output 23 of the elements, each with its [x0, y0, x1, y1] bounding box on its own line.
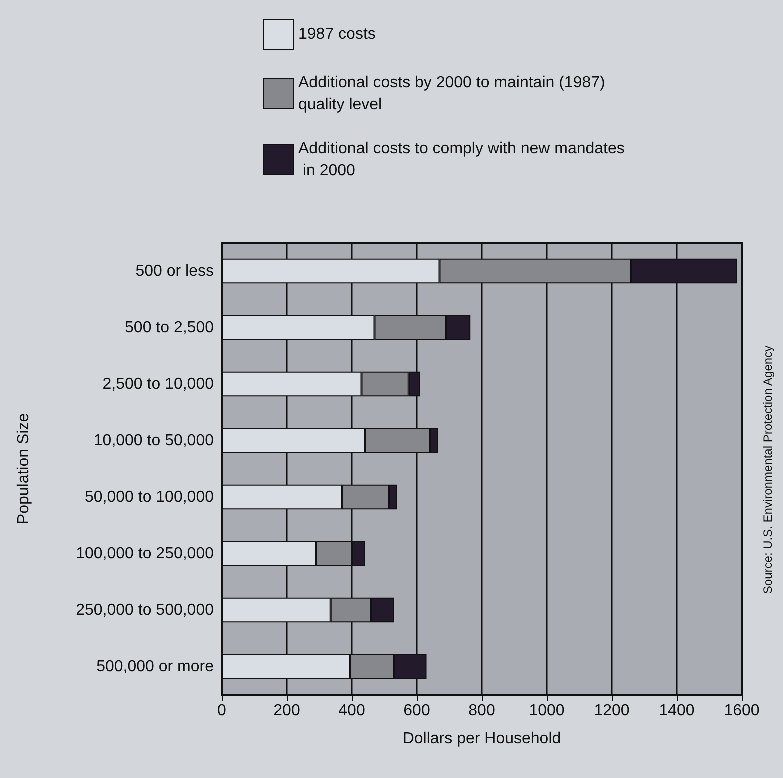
x-tick-label: 1400 — [659, 702, 695, 720]
y-tick-label: 2,500 to 10,000 — [102, 376, 214, 393]
x-tick-label: 600 — [404, 702, 430, 720]
y-tick-label: 500,000 or more — [96, 658, 214, 676]
x-tick-label: 200 — [274, 702, 300, 720]
legend-label: Additional costs by 2000 to maintain (1987) quality level — [298, 74, 610, 114]
x-tick-label: 1600 — [724, 702, 760, 720]
x-tick-label: 800 — [468, 702, 496, 720]
y-tick-label: 500 or less — [136, 262, 214, 280]
x-tick-label: 0 — [218, 702, 227, 720]
y-tick-label: 250,000 to 500,000 — [76, 602, 214, 619]
legend-label: Additional costs to comply with new mandates in 2000 — [298, 140, 625, 180]
source-note: Source: U.S. Environmental Protection Agency — [761, 346, 775, 594]
y-tick-label: 100,000 to 250,000 — [76, 545, 214, 562]
x-tick-label: 1000 — [529, 702, 565, 720]
legend-label: 1987 costs — [298, 26, 376, 43]
x-tick-label: 1200 — [594, 702, 630, 720]
x-tick-label: 400 — [338, 702, 366, 720]
y-tick-label: 500 to 2,500 — [125, 319, 214, 336]
y-axis-title: Population Size — [16, 413, 32, 525]
x-axis-title: Dollars per Household — [402, 730, 562, 748]
y-tick-label: 50,000 to 100,000 — [84, 488, 214, 506]
y-tick-label: 10,000 to 50,000 — [94, 432, 214, 450]
